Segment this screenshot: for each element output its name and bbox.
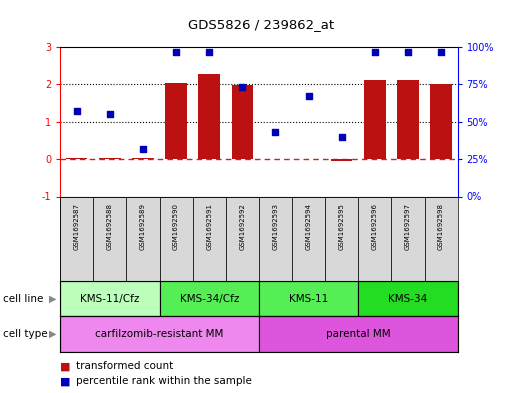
Point — [205, 48, 213, 55]
Point — [371, 48, 379, 55]
Text: GSM1692597: GSM1692597 — [405, 203, 411, 250]
Bar — [358, 281, 458, 316]
Text: transformed count: transformed count — [76, 361, 173, 371]
Point — [337, 134, 346, 140]
Text: carfilzomib-resistant MM: carfilzomib-resistant MM — [95, 329, 224, 339]
Bar — [391, 196, 425, 281]
Text: parental MM: parental MM — [326, 329, 391, 339]
Point — [106, 111, 114, 118]
Bar — [259, 316, 458, 352]
Bar — [198, 74, 220, 159]
Text: GSM1692595: GSM1692595 — [339, 203, 345, 250]
Text: ▶: ▶ — [49, 329, 56, 339]
Bar — [60, 196, 93, 281]
Text: GSM1692593: GSM1692593 — [272, 203, 278, 250]
Bar — [430, 84, 452, 159]
Bar — [60, 281, 160, 316]
Text: ▶: ▶ — [49, 294, 56, 304]
Text: KMS-34/Cfz: KMS-34/Cfz — [179, 294, 239, 304]
Bar — [331, 159, 353, 162]
Text: GSM1692598: GSM1692598 — [438, 203, 444, 250]
Text: GSM1692587: GSM1692587 — [74, 203, 79, 250]
Text: ■: ■ — [60, 376, 71, 386]
Text: KMS-34: KMS-34 — [388, 294, 428, 304]
Bar — [259, 281, 358, 316]
Text: cell line: cell line — [3, 294, 43, 304]
Text: KMS-11: KMS-11 — [289, 294, 328, 304]
Bar — [66, 158, 87, 159]
Point — [437, 48, 445, 55]
Bar — [259, 196, 292, 281]
Point — [139, 145, 147, 152]
Text: cell type: cell type — [3, 329, 47, 339]
Bar — [397, 80, 419, 159]
Point — [304, 93, 313, 99]
Bar — [132, 158, 154, 159]
Bar — [232, 85, 253, 159]
Bar — [325, 196, 358, 281]
Bar — [165, 83, 187, 159]
Bar — [425, 196, 458, 281]
Bar — [93, 196, 127, 281]
Text: GSM1692590: GSM1692590 — [173, 203, 179, 250]
Text: GSM1692589: GSM1692589 — [140, 203, 146, 250]
Text: GSM1692588: GSM1692588 — [107, 203, 113, 250]
Bar — [192, 196, 226, 281]
Text: GSM1692596: GSM1692596 — [372, 203, 378, 250]
Text: ■: ■ — [60, 361, 71, 371]
Point — [73, 108, 81, 114]
Bar — [160, 281, 259, 316]
Point — [404, 48, 412, 55]
Bar — [226, 196, 259, 281]
Text: GDS5826 / 239862_at: GDS5826 / 239862_at — [188, 18, 335, 31]
Bar — [358, 196, 391, 281]
Text: KMS-11/Cfz: KMS-11/Cfz — [80, 294, 140, 304]
Text: GSM1692591: GSM1692591 — [206, 203, 212, 250]
Point — [238, 84, 246, 91]
Point — [271, 129, 280, 136]
Bar — [127, 196, 160, 281]
Bar — [292, 196, 325, 281]
Bar — [364, 80, 385, 159]
Bar — [60, 316, 259, 352]
Bar — [160, 196, 192, 281]
Text: GSM1692594: GSM1692594 — [305, 203, 312, 250]
Text: GSM1692592: GSM1692592 — [240, 203, 245, 250]
Text: percentile rank within the sample: percentile rank within the sample — [76, 376, 252, 386]
Point — [172, 48, 180, 55]
Bar — [99, 158, 121, 159]
